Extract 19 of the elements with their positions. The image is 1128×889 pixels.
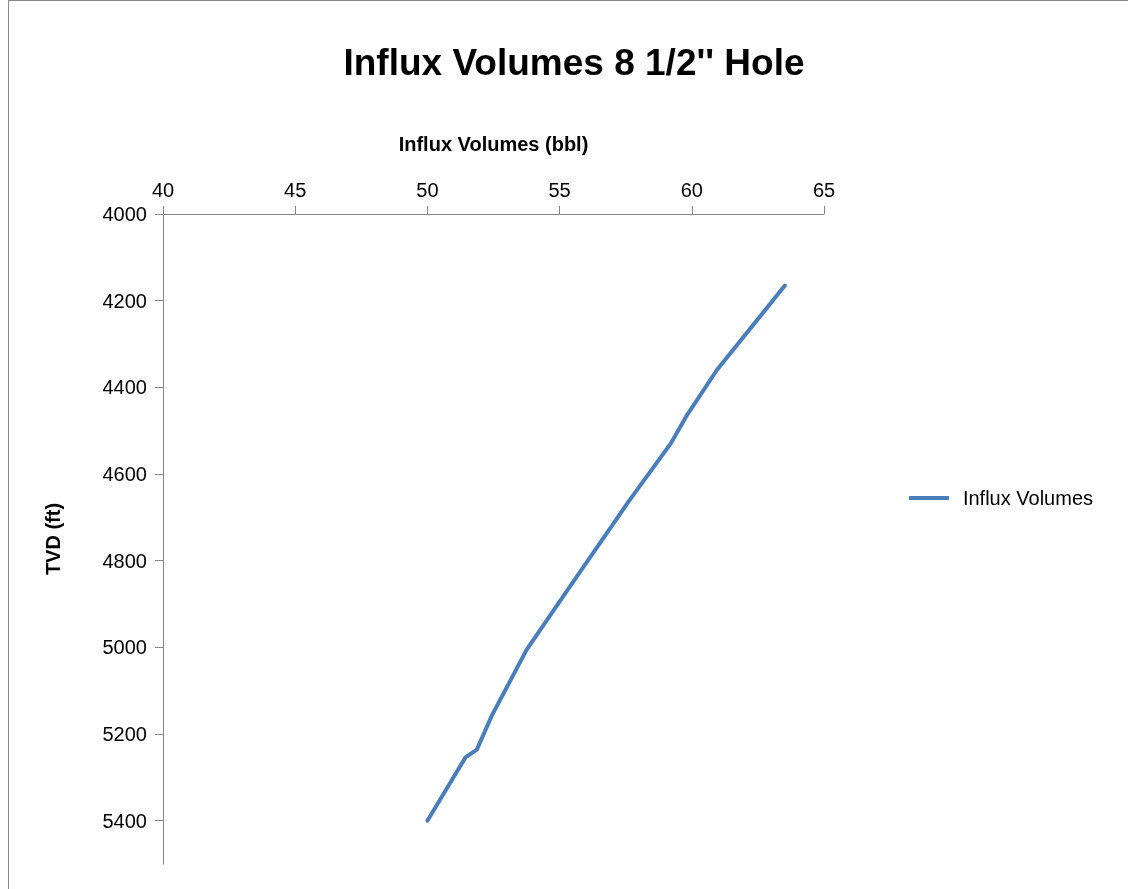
line-series [425,283,787,823]
y-tick-label: 5000 [102,636,147,659]
x-tick-label: 60 [680,179,703,201]
y-tick-label: 4200 [102,289,147,312]
y-tick-label: 4600 [102,463,147,485]
y-tick-label: 5200 [102,723,147,745]
legend-label: Influx Volumes [962,487,1094,509]
chart-title: Influx Volumes 8 1/2'' Hole [343,42,805,83]
x-tick-label: 55 [548,179,571,201]
x-axis-title: Influx Volumes (bbl) [398,133,589,155]
y-tick-label: 4000 [102,203,147,225]
x-tick-label: 40 [151,179,175,201]
y-tick-label: 4400 [102,376,147,399]
x-tick-label: 50 [416,179,439,201]
x-tick-label: 65 [812,179,836,201]
x-tick-label: 45 [284,179,307,201]
y-tick-label: 4800 [102,549,147,572]
y-axis-title: TVD (ft) [42,502,64,576]
y-tick-label: 5400 [102,809,147,832]
